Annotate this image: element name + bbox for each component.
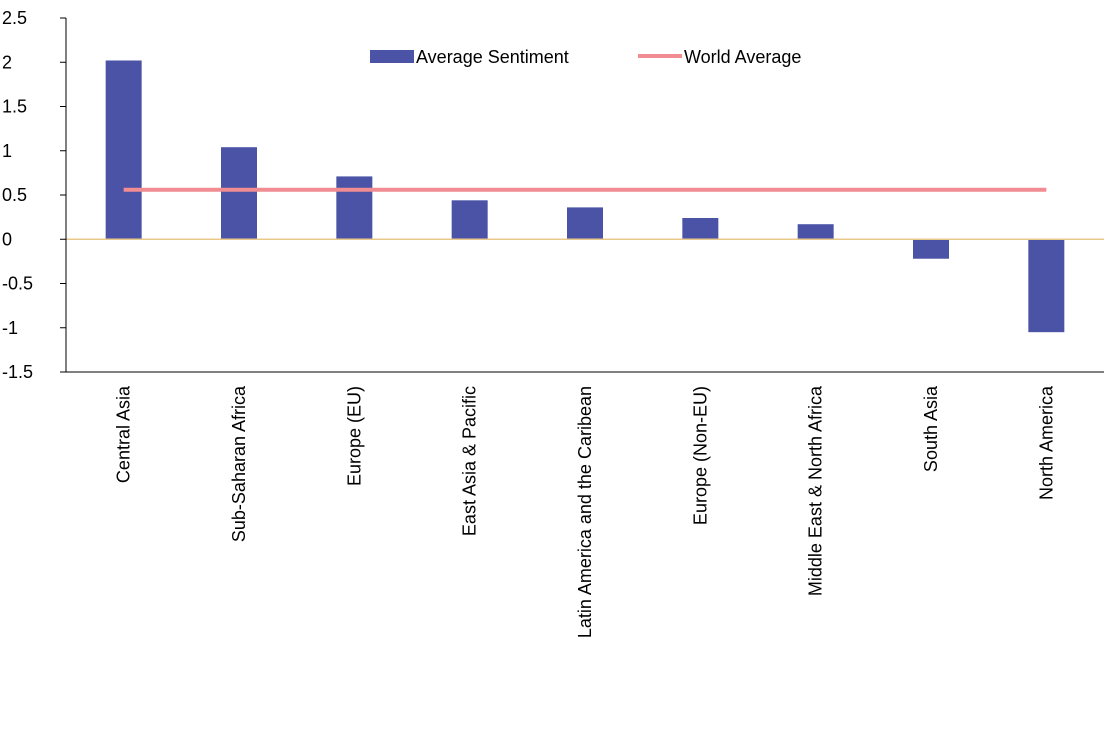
y-tick-label: -1.5: [2, 362, 33, 382]
y-tick-label: -1: [2, 318, 18, 338]
x-category-label: Europe (Non-EU): [690, 386, 710, 525]
bar-8: [1028, 239, 1065, 333]
x-category-label: North America: [1036, 385, 1056, 500]
x-category-label: Europe (EU): [344, 386, 364, 486]
y-tick-label: 0: [2, 229, 12, 249]
axes: [65, 18, 1104, 373]
y-tick-label: -0.5: [2, 274, 33, 294]
y-tick-label: 1.5: [2, 97, 27, 117]
bar-0: [105, 60, 142, 240]
x-category-label: Middle East & North Africa: [806, 385, 826, 596]
legend-label-average-sentiment: Average Sentiment: [416, 47, 569, 67]
x-category-label: Central Asia: [114, 385, 134, 483]
y-axis-ticks: 2.5 2 1.5 1 0.5 0 -0.5 -1 -1.5: [2, 8, 66, 382]
legend: Average Sentiment World Average: [370, 47, 801, 67]
y-tick-label: 2: [2, 52, 12, 72]
bar-5: [682, 218, 719, 240]
y-tick-label: 0.5: [2, 185, 27, 205]
bar-4: [567, 207, 603, 240]
x-category-label: South Asia: [921, 385, 941, 472]
y-tick-label: 1: [2, 141, 12, 161]
bar-3: [451, 200, 488, 240]
bars: [105, 60, 1065, 333]
legend-swatch-average-sentiment: [370, 50, 414, 63]
legend-label-world-average: World Average: [684, 47, 801, 67]
x-category-label: Sub-Saharan Africa: [229, 385, 249, 542]
x-category-label: East Asia & Pacific: [460, 386, 480, 536]
y-tick-label: 2.5: [2, 8, 27, 28]
bar-7: [913, 239, 949, 259]
bar-1: [221, 147, 257, 240]
bar-2: [336, 176, 373, 240]
bar-6: [797, 224, 834, 240]
x-axis-labels: Central Asia Sub-Saharan Africa Europe (EU…: [114, 385, 1057, 638]
x-category-label: Latin America and the Caribean: [575, 386, 595, 638]
